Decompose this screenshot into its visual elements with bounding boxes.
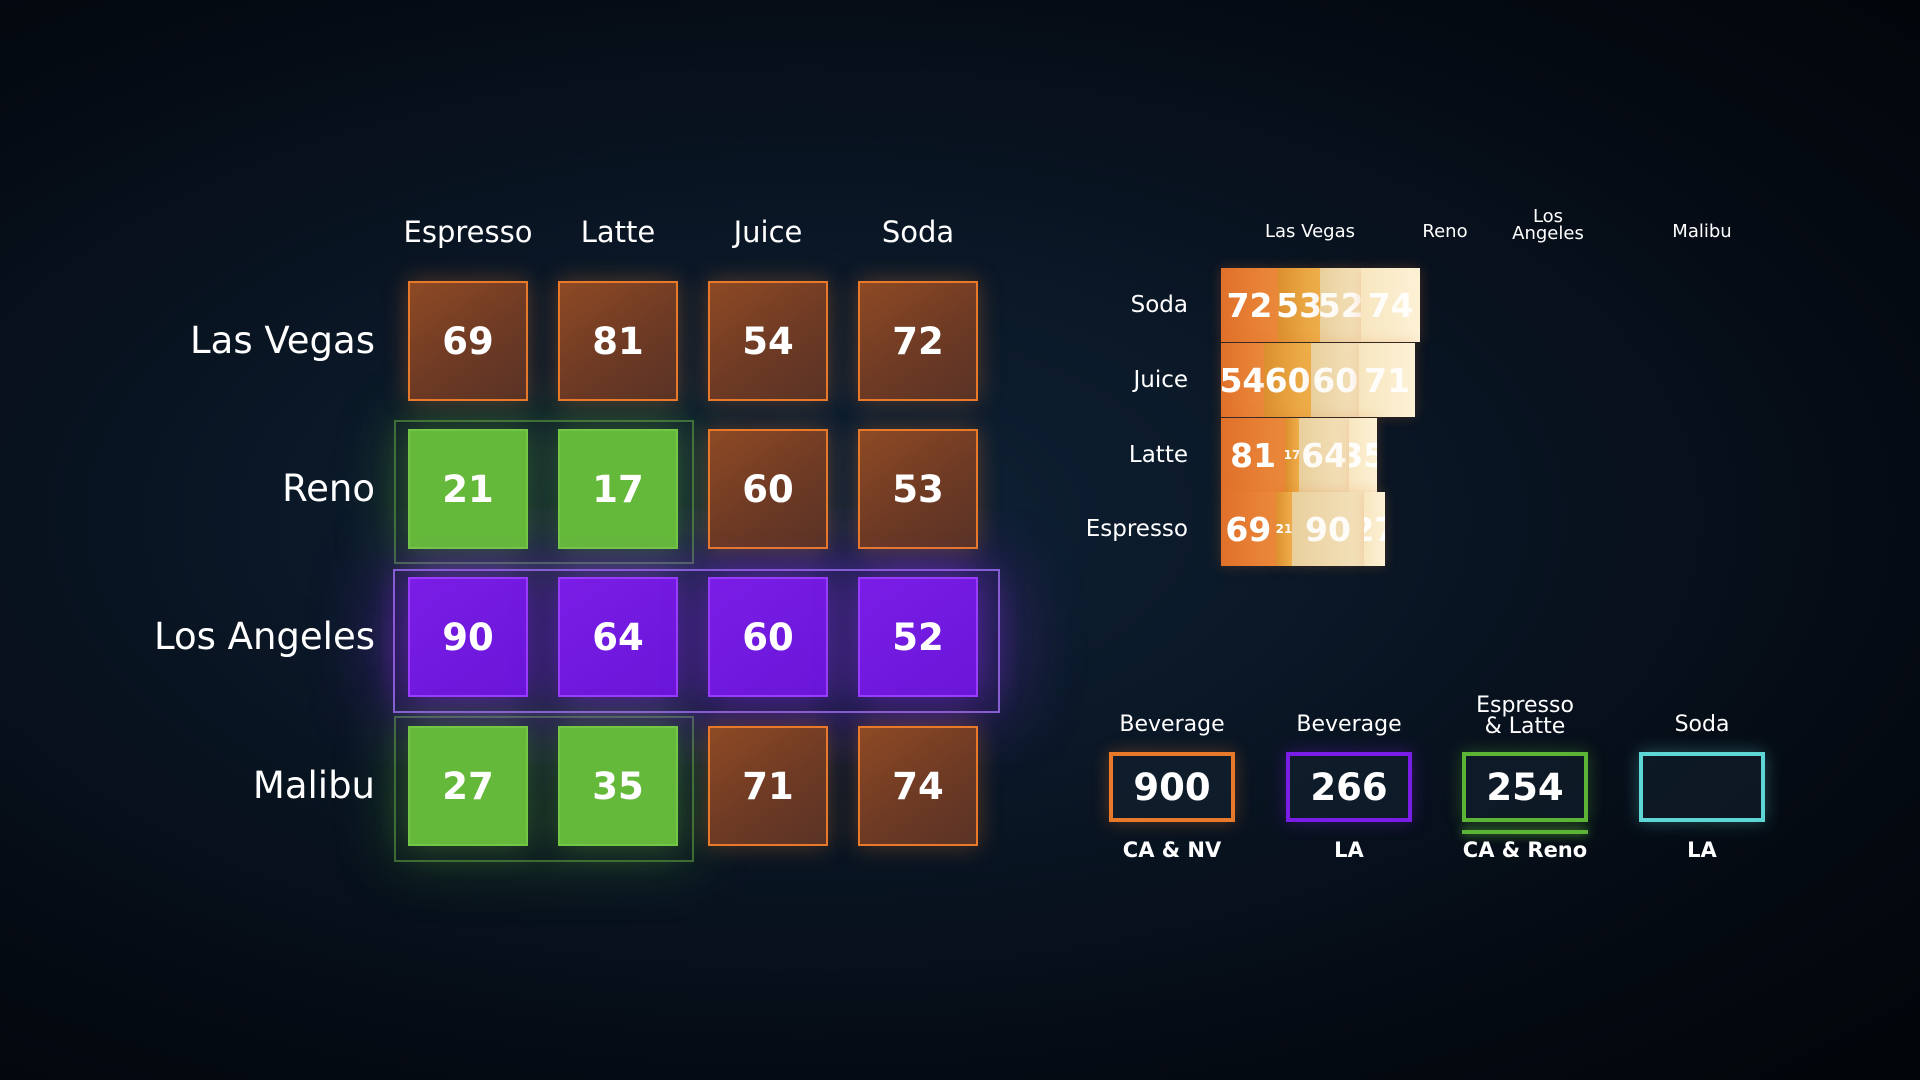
heatmap-cell: 35 — [558, 726, 678, 846]
heatmap-cell: 17 — [558, 429, 678, 549]
summary-label: Soda — [1674, 712, 1730, 737]
summary-sublabel: LA — [1687, 838, 1717, 862]
summary-value-box: 900 — [1109, 752, 1235, 822]
stacked-bar-segment: 54 — [1221, 343, 1264, 417]
heatmap-column-label: Espresso — [403, 215, 533, 249]
heatmap-cell: 69 — [408, 281, 528, 401]
mosaic-column-label: Reno — [1422, 221, 1468, 242]
heatmap-column-label: Latte — [580, 215, 656, 249]
heatmap-row-label: Las Vegas — [190, 319, 375, 362]
stacked-bar-segment: 21 — [1275, 492, 1293, 566]
heatmap-cell: 21 — [408, 429, 528, 549]
heatmap-cell: 64 — [558, 577, 678, 697]
heatmap-column-label: Soda — [881, 215, 955, 249]
stacked-bar-segment: 64 — [1298, 418, 1350, 492]
heatmap-cell: 60 — [708, 577, 828, 697]
summary-value-box: 254 — [1462, 752, 1588, 822]
summary-value-box: 266 — [1286, 752, 1412, 822]
heatmap-row-label: Los Angeles — [154, 615, 375, 658]
stacked-bar-segment: 74 — [1361, 268, 1420, 342]
mosaic-row-label: Soda — [1130, 292, 1188, 318]
stacked-bar-segment: 60 — [1263, 343, 1312, 417]
heatmap-cell: 54 — [708, 281, 828, 401]
mosaic-row-label: Latte — [1128, 442, 1188, 468]
heatmap-cell: 27 — [408, 726, 528, 846]
stacked-bar-segment: 90 — [1292, 492, 1364, 566]
stacked-bar-segment: 81 — [1221, 418, 1286, 492]
stacked-bar-segment: 27 — [1363, 492, 1386, 566]
heatmap-cell: 71 — [708, 726, 828, 846]
heatmap-cell: 81 — [558, 281, 678, 401]
stacked-bar-segment: 71 — [1358, 343, 1416, 417]
heatmap-cell: 53 — [858, 429, 978, 549]
heatmap-cell: 74 — [858, 726, 978, 846]
stacked-bar-segment: 72 — [1221, 268, 1279, 342]
summary-underline — [1462, 830, 1588, 834]
mosaic-column-label: Las Vegas — [1265, 221, 1355, 242]
stacked-bar-segment: 52 — [1320, 268, 1362, 342]
summary-label: Espresso & Latte — [1476, 693, 1574, 739]
summary-label: Beverage — [1296, 712, 1402, 737]
summary-sublabel: LA — [1334, 838, 1364, 862]
mosaic-row-label: Juice — [1133, 367, 1188, 393]
heatmap-column-label: Juice — [733, 215, 803, 249]
stacked-bar-segment: 69 — [1221, 492, 1276, 566]
stacked-bar-segment: 60 — [1311, 343, 1359, 417]
heatmap-cell: 72 — [858, 281, 978, 401]
summary-value-box — [1639, 752, 1765, 822]
stacked-bar-segment: 35 — [1349, 418, 1378, 492]
heatmap-cell: 60 — [708, 429, 828, 549]
heatmap-row-label: Malibu — [252, 764, 375, 807]
heatmap-cell: 90 — [408, 577, 528, 697]
summary-sublabel: CA & NV — [1122, 838, 1222, 862]
mosaic-row-label: Espresso — [1085, 516, 1188, 542]
summary-label: Beverage — [1119, 712, 1225, 737]
mosaic-column-label: Malibu — [1672, 221, 1732, 242]
summary-sublabel: CA & Reno — [1462, 838, 1588, 862]
heatmap-cell: 52 — [858, 577, 978, 697]
heatmap-row-label: Reno — [282, 467, 375, 510]
stacked-bar-segment: 17 — [1285, 418, 1299, 492]
mosaic-column-label: Los Angeles — [1512, 206, 1584, 244]
stacked-bar-segment: 53 — [1278, 268, 1321, 342]
